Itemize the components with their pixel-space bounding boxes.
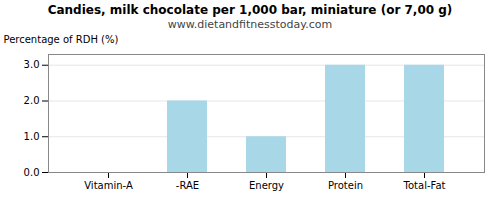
svg-text:Percentage of RDH (%): Percentage of RDH (%): [4, 34, 119, 45]
html-text:Candies, milk chocolate per 1,: Candies, milk chocolate per 1,000 bar, m…: [47, 3, 453, 17]
svg-text:3.0: 3.0: [24, 59, 40, 70]
svg-text:Vitamin-A: Vitamin-A: [84, 180, 133, 191]
svg-text:-RAE: -RAE: [176, 180, 199, 191]
svg-text:Total-Fat: Total-Fat: [403, 180, 446, 191]
html-text:www.dietandfitnesstoday.com: www.dietandfitnesstoday.com: [167, 18, 333, 31]
svg-text:2.0: 2.0: [24, 95, 40, 106]
svg-text:0.0: 0.0: [24, 167, 40, 178]
svg-text:Protein: Protein: [328, 180, 363, 191]
svg-text:Energy: Energy: [249, 180, 284, 191]
svg-text:1.0: 1.0: [24, 131, 40, 142]
